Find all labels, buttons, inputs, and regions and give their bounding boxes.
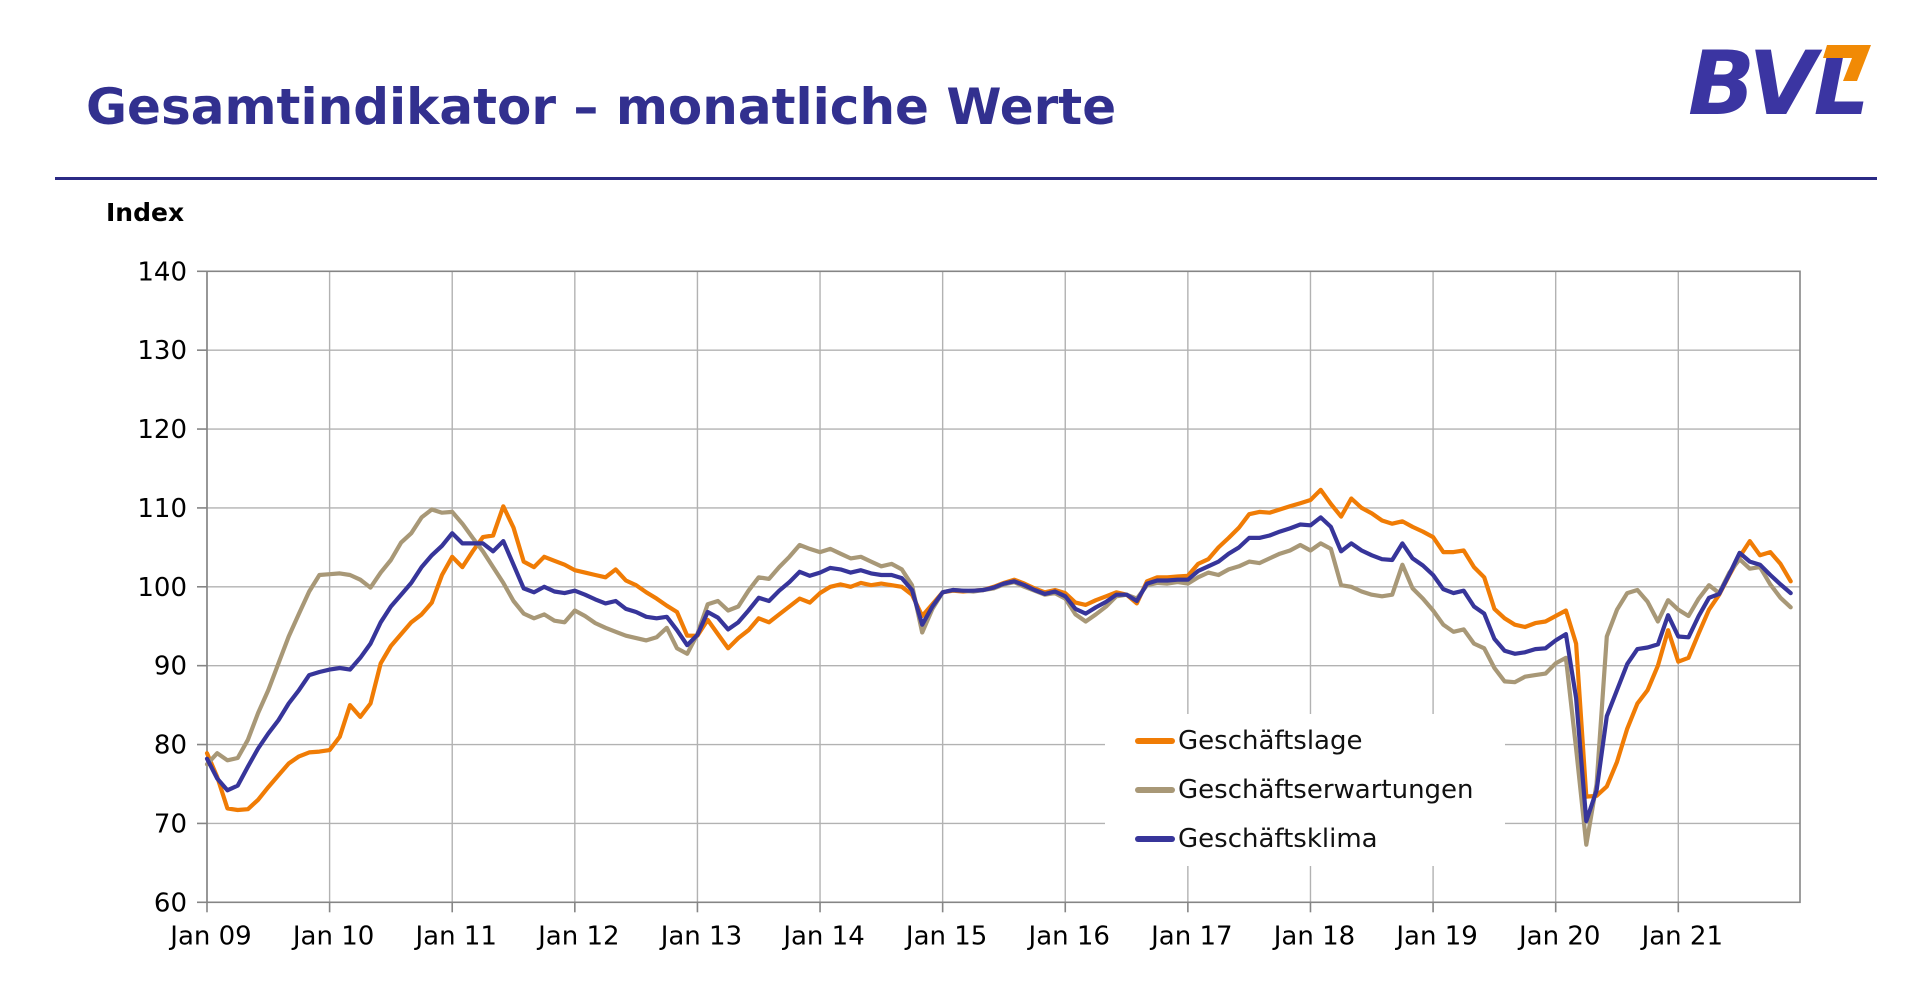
legend-line-swatch	[1135, 737, 1175, 744]
bvl-logo: BVL	[1688, 40, 1888, 150]
x-tick-label: Jan 21	[1640, 921, 1723, 951]
series-line-Geschäftserwartungen	[204, 507, 1793, 847]
legend-item-geschaeftslage: Geschäftslage	[1135, 726, 1505, 756]
legend-line-swatch	[1135, 836, 1175, 843]
x-tick-label: Jan 09	[168, 921, 251, 951]
page-title: Gesamtindikator – monatliche Werte	[86, 78, 1117, 136]
legend-label: Geschäftserwartungen	[1178, 774, 1474, 805]
y-tick-label: 110	[137, 494, 187, 524]
x-tick-label: Jan 14	[781, 921, 864, 951]
x-tick-label: Jan 13	[659, 921, 742, 951]
y-axis-title: Index	[106, 198, 185, 227]
x-tick-label: Jan 12	[536, 921, 619, 951]
y-tick-label: 80	[154, 731, 187, 761]
y-tick-label: 100	[137, 573, 187, 603]
y-tick-label: 130	[137, 336, 187, 366]
x-tick-label: Jan 20	[1517, 921, 1600, 951]
chart-legend: Geschäftslage Geschäftserwartungen Gesch…	[1105, 714, 1505, 866]
x-tick-label: Jan 18	[1272, 921, 1355, 951]
x-tick-label: Jan 17	[1149, 921, 1232, 951]
y-tick-label: 140	[137, 257, 187, 287]
y-tick-label: 120	[137, 415, 187, 445]
x-tick-label: Jan 10	[291, 921, 374, 951]
legend-line-swatch	[1135, 786, 1175, 793]
bvl-logo-arrow-icon	[1823, 45, 1871, 81]
x-tick-label: Jan 15	[904, 921, 987, 951]
legend-label: Geschäftsklima	[1178, 824, 1378, 855]
x-tick-label: Jan 19	[1394, 921, 1477, 951]
x-tick-label: Jan 16	[1027, 921, 1110, 951]
legend-label: Geschäftslage	[1178, 725, 1363, 756]
series-line-Geschäftsklima	[204, 515, 1793, 824]
title-separator	[55, 177, 1877, 180]
legend-item-geschaeftserwartungen: Geschäftserwartungen	[1135, 775, 1505, 805]
y-tick-label: 90	[154, 652, 187, 682]
legend-item-geschaeftsklima: Geschäftsklima	[1135, 824, 1505, 854]
y-tick-label: 70	[154, 809, 187, 839]
y-tick-label: 60	[154, 888, 187, 918]
x-tick-label: Jan 11	[413, 921, 496, 951]
series-line-Geschäftslage	[204, 487, 1793, 813]
